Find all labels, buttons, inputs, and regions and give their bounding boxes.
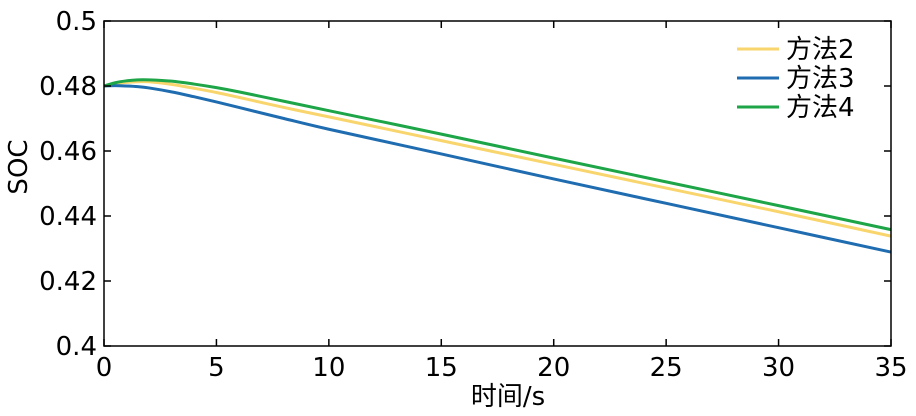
ticks-layer: 0 5 10 15 20 25 30 35 0.4 0.42 0.44 0.46 0.48 0.5 (39, 7, 907, 383)
legend-label-2: 方法3 (786, 64, 855, 94)
x-tick-label: 5 (208, 353, 225, 383)
series-line-1 (103, 80, 892, 238)
x-tick-label: 20 (537, 353, 570, 383)
x-tick-label: 15 (425, 353, 458, 383)
x-tick-label: 10 (312, 353, 345, 383)
y-axis-label: SOC (4, 139, 34, 194)
x-axis-label: 时间/s (471, 382, 545, 412)
series-layer (103, 78, 892, 254)
y-tick-label: 0.5 (56, 7, 97, 37)
x-tick-label: 25 (650, 353, 683, 383)
y-tick-label: 0.46 (39, 137, 97, 167)
series-line-3 (103, 78, 892, 232)
x-tick-label: 35 (874, 353, 907, 383)
y-tick-label: 0.42 (39, 267, 97, 297)
legend-label-1: 方法2 (786, 35, 855, 65)
y-tick-label: 0.4 (56, 332, 97, 362)
y-tick-label: 0.48 (39, 72, 97, 102)
legend-label-3: 方法4 (786, 93, 855, 123)
x-tick-label: 30 (762, 353, 795, 383)
x-tick-label: 0 (96, 353, 113, 383)
plot-frame (103, 20, 892, 347)
y-tick-label: 0.44 (39, 202, 97, 232)
series-line-2 (103, 84, 892, 254)
